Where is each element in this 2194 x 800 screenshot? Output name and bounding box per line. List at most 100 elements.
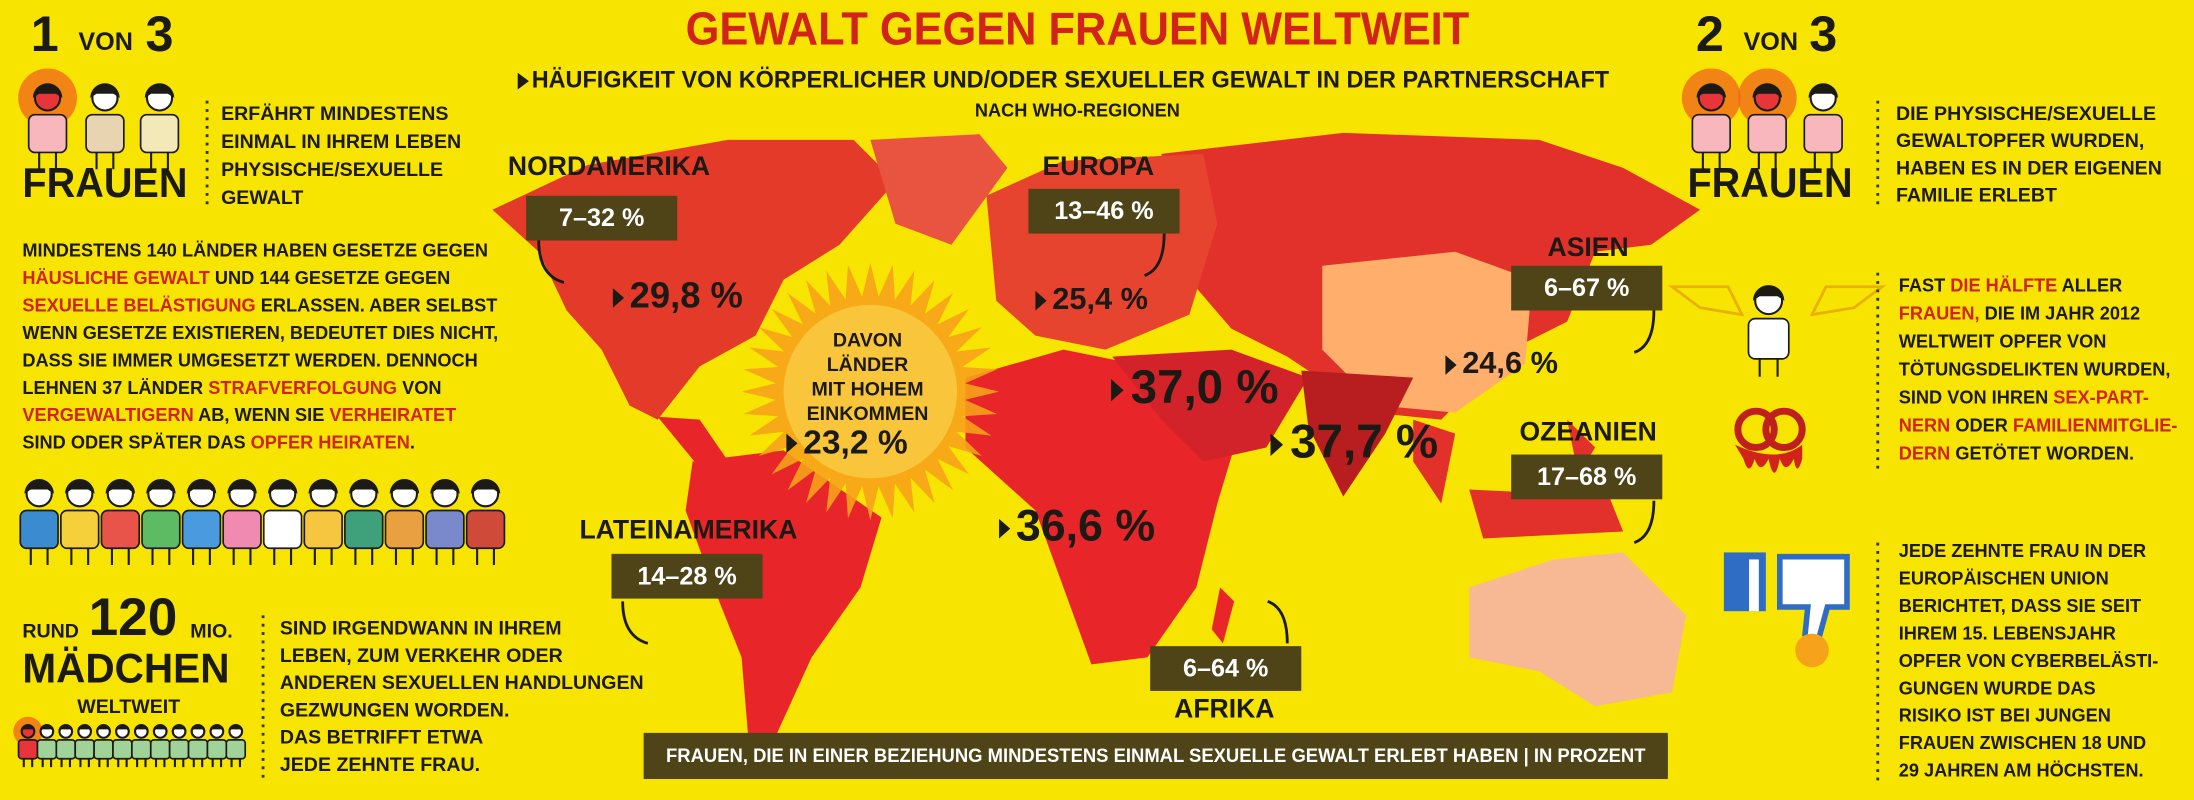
arrow [1633,500,1656,544]
social-logo [1723,552,1766,612]
body [262,509,303,550]
region-value: 24,6 % [1462,345,1558,380]
homicide-text: FRAUEN, DIE IM JAHR 2012 [1899,303,2140,323]
region-value: 36,6 % [1016,501,1155,551]
bullet [517,72,529,90]
legs [60,758,72,768]
legs [151,548,171,566]
hair [96,724,111,732]
australia [1469,552,1687,707]
hair [152,724,168,732]
legs [313,548,333,566]
body [131,739,152,760]
hair [133,724,149,732]
text-segment: STRAFVERFOLGUNG [208,378,397,398]
body [85,113,125,154]
body [1691,113,1731,154]
girls-text: SIND IRGENDWANN IN IHREM [280,618,562,640]
high-income-text: DAVON [833,329,902,351]
arrow [1633,310,1656,354]
laws-text: DASS SIE IMMER UMGESETZT WERDEN. DENNOCH [22,350,477,370]
legs [211,758,223,768]
body [17,739,39,760]
stat-count: 1 [31,5,59,62]
hair [58,724,74,732]
arrow [621,601,649,645]
hair [186,479,217,494]
legs [154,758,166,768]
hair [470,479,501,494]
hair [39,724,55,732]
stat-text: FAMILIE ERLEBT [1896,185,2057,207]
cyber-text: JEDE ZEHNTE FRAU IN DER [1899,541,2146,561]
body [344,509,384,550]
legs [70,548,90,566]
glow [1795,633,1829,668]
text-segment: DERN [1899,443,1951,463]
hair [209,724,225,732]
text-segment: WENN GESETZE EXISTIEREN, BEDEUTET DIES N… [22,323,498,343]
south-east-asia [1413,419,1624,539]
text-segment: SIND ODER SPÄTER DAS [22,432,250,452]
region-name: ASIEN [1548,232,1629,262]
homicide-text: SIND VON IHREN SEX-PART- [1899,387,2149,407]
legs [95,152,115,170]
region-range: 6–67 % [1544,274,1629,302]
laws-text: MINDESTENS 140 LÄNDER HABEN GESETZE GEGE… [22,241,488,261]
hair [308,479,338,494]
hair [146,479,176,494]
range-box [1028,188,1180,234]
pointer [1445,355,1457,375]
text-segment: SEXUELLE BELÄSTIGUNG [22,295,255,315]
hair [105,479,136,494]
cyber-text: IHREM 15. LEBENSJAHR [1899,623,2116,643]
stat-text: DIE PHYSISCHE/SEXUELLE [1896,103,2156,125]
arrow [1144,233,1166,277]
cyber-text: BERICHTET, DASS SIE SEIT [1899,596,2141,616]
body [225,739,247,760]
arrow [1267,600,1289,644]
china [1322,251,1533,413]
cyber-text: GUNGEN WURDE DAS [1899,678,2096,698]
text-segment: GETÖTET WORDEN. [1950,443,2134,463]
legs [110,548,130,566]
girls-text: DAS BETRIFFT ETWA [280,727,483,749]
legs [192,548,211,566]
hair [190,724,206,732]
content: GEWALT GEGEN FRAUEN WELTWEIT HÄUFIGKEIT V… [13,2,2178,784]
body [19,509,59,550]
text-segment: LEHNEN 37 LÄNDER [22,378,208,398]
pointer [1270,433,1284,456]
high-income-value: 23,2 % [803,425,908,462]
homicide-text: NERN ODER FAMILIENMITGLIE- [1899,415,2178,435]
homicide-text: TÖTUNGSDELIKTEN WURDEN, [1899,359,2171,379]
body [149,739,171,760]
legend-text: FRAUEN, DIE IN EINER BEZIEHUNG MINDESTEN… [666,745,1646,767]
high-income-text: EINKOMMEN [807,403,929,425]
body [112,739,133,760]
body [187,739,209,760]
body [74,739,95,760]
body [139,113,180,154]
hair [1752,285,1785,301]
social-logo-mark [1749,559,1759,612]
hair [115,724,130,732]
legend-bar [643,732,1668,780]
region-name: OZEANIEN [1519,417,1656,447]
hair [171,724,187,732]
arrow [537,240,565,284]
world-map [492,132,1701,742]
pointer [612,288,625,308]
ring [1734,407,1778,452]
ring [1762,407,1806,452]
hair [1808,83,1838,98]
girls-number: 120 [89,588,178,647]
text-segment: FAMILIENMITGLIE- [2013,415,2178,435]
body [1747,317,1790,360]
legs [38,152,58,170]
text-segment: NERN [1899,415,1951,435]
pointer [1110,379,1124,402]
girls-prefix: RUND [22,620,79,642]
